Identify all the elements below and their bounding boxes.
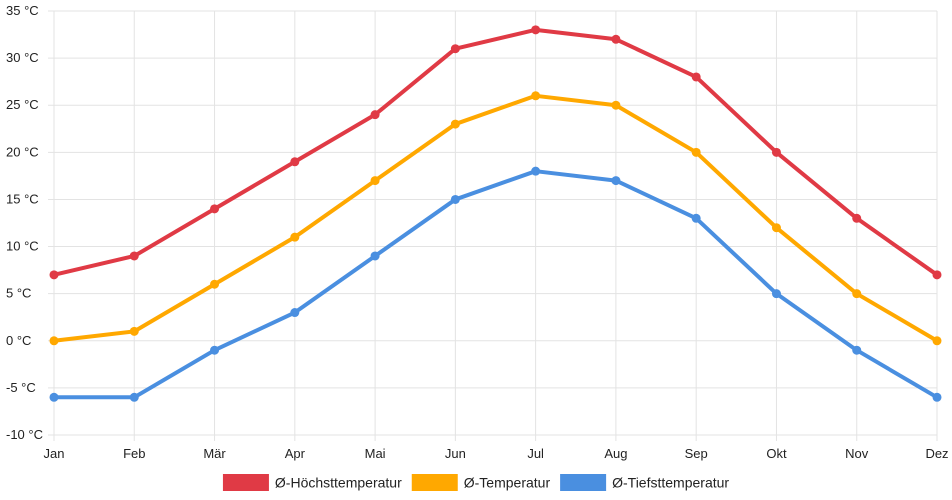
x-tick-label: Aug [604,446,627,461]
legend-swatch [222,474,269,491]
data-point[interactable] [611,34,621,44]
data-point[interactable] [49,336,59,346]
data-point[interactable] [531,166,541,176]
y-tick-label: 25 °C [6,97,39,112]
y-tick-label: 5 °C [6,286,31,301]
series-group [49,25,942,402]
data-point[interactable] [771,147,781,157]
legend-item[interactable]: Ø-Tiefsttemperatur [560,474,729,491]
legend-label: Ø-Temperatur [464,475,551,491]
data-point[interactable] [290,232,300,242]
x-tick-label: Feb [123,446,145,461]
data-point[interactable] [611,176,621,186]
x-tick-label: Mai [365,446,386,461]
data-point[interactable] [49,270,59,280]
legend: Ø-Höchsttemperatur Ø-Temperatur Ø-Tiefstte… [222,474,729,491]
data-point[interactable] [691,147,701,157]
x-axis: Jan Feb Mär Apr Mai Jun Jul Aug Sep Okt Nov Dez [44,446,949,461]
x-tick-label: Okt [766,446,787,461]
legend-label: Ø-Tiefsttemperatur [612,475,729,491]
legend-swatch [560,474,607,491]
series-3 [49,166,942,402]
series-2 [49,91,942,346]
data-point[interactable] [450,119,460,129]
legend-swatch [411,474,458,491]
y-tick-label: 35 °C [6,3,39,18]
x-tick-label: Mär [203,446,226,461]
legend-item[interactable]: Ø-Höchsttemperatur [222,474,402,491]
legend-label: Ø-Höchsttemperatur [275,475,402,491]
data-point[interactable] [370,251,380,261]
data-point[interactable] [210,279,220,289]
data-point[interactable] [531,91,541,101]
x-tick-label: Dez [925,446,948,461]
x-tick-label: Sep [685,446,708,461]
series-line [52,27,939,277]
data-point[interactable] [129,251,139,261]
data-point[interactable] [932,392,942,402]
data-point[interactable] [852,213,862,223]
data-point[interactable] [450,194,460,204]
legend-item[interactable]: Ø-Temperatur [411,474,551,491]
data-point[interactable] [691,213,701,223]
series-1 [49,25,942,280]
x-tick-label: Jul [527,446,544,461]
y-tick-label: -10 °C [6,427,43,442]
x-tick-label: Apr [285,446,306,461]
x-tick-label: Jan [44,446,65,461]
y-tick-label: 20 °C [6,144,39,159]
data-point[interactable] [290,157,300,167]
grid-lines [48,10,938,441]
data-point[interactable] [49,392,59,402]
data-point[interactable] [129,326,139,336]
data-point[interactable] [450,44,460,54]
data-point[interactable] [852,289,862,299]
data-point[interactable] [932,270,942,280]
data-point[interactable] [290,308,300,318]
y-tick-label: 0 °C [6,333,31,348]
series-line [52,93,939,343]
x-tick-label: Jun [445,446,466,461]
data-point[interactable] [531,25,541,35]
data-point[interactable] [370,176,380,186]
data-point[interactable] [932,336,942,346]
data-point[interactable] [852,345,862,355]
y-tick-label: 10 °C [6,239,39,254]
y-tick-label: 15 °C [6,191,39,206]
series-line [52,169,939,400]
data-point[interactable] [611,100,621,110]
y-tick-label: 30 °C [6,50,39,65]
y-axis: -10 °C -5 °C 0 °C 5 °C 10 °C 15 °C 20 °C 25 °C 3… [6,3,43,442]
data-point[interactable] [129,392,139,402]
data-point[interactable] [210,204,220,214]
data-point[interactable] [691,72,701,82]
data-point[interactable] [771,223,781,233]
data-point[interactable] [210,345,220,355]
data-point[interactable] [370,110,380,120]
data-point[interactable] [771,289,781,299]
y-tick-label: -5 °C [6,380,36,395]
x-tick-label: Nov [845,446,869,461]
